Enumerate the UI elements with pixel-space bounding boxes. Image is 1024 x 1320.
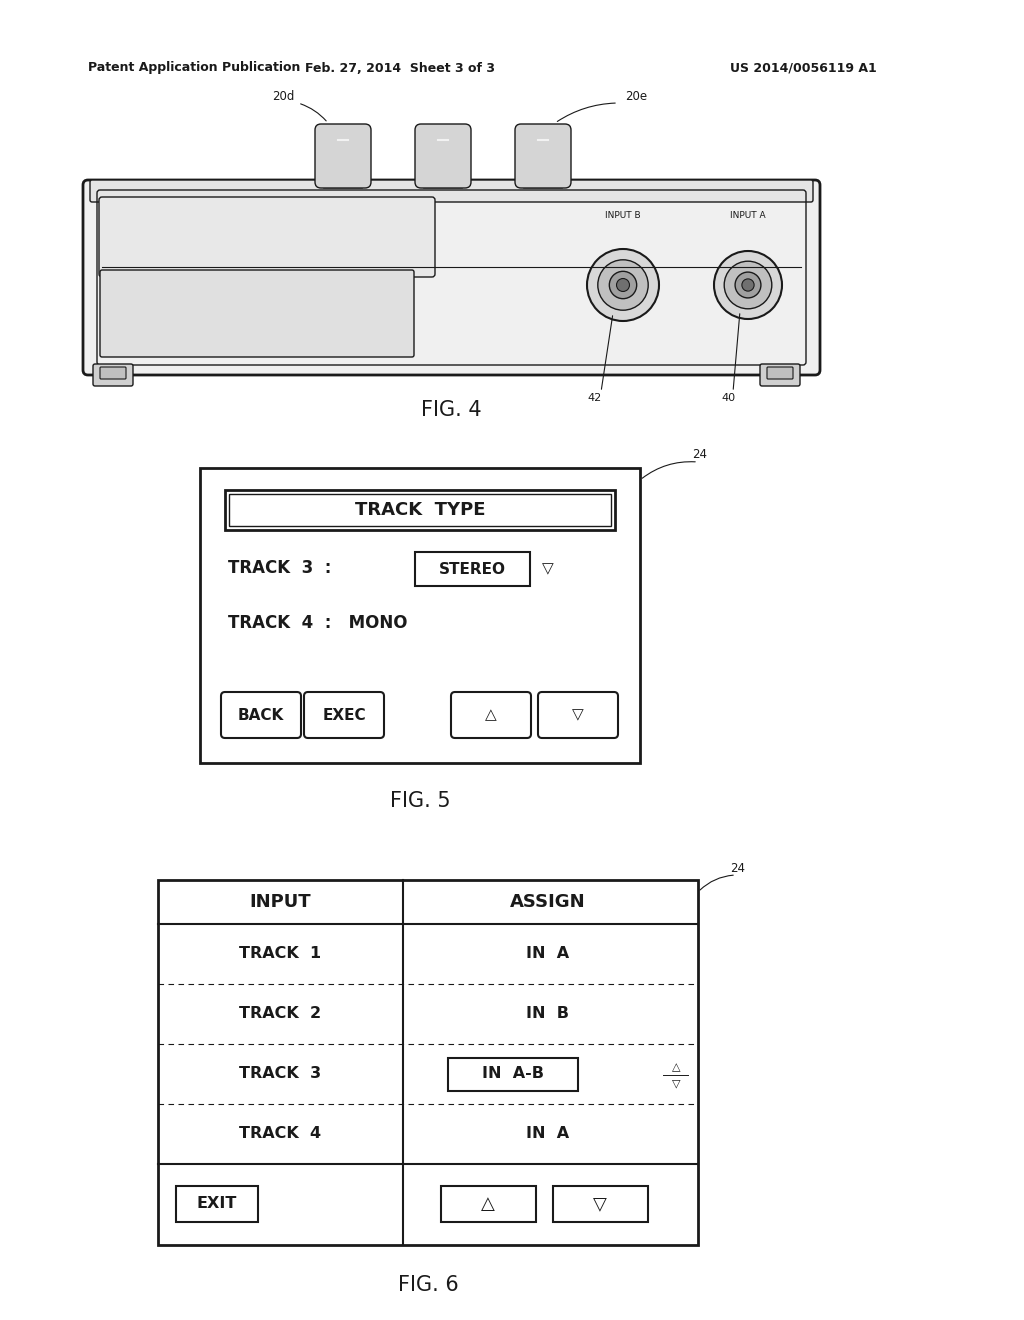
FancyBboxPatch shape (415, 552, 530, 586)
FancyBboxPatch shape (515, 124, 571, 187)
Text: TRACK  3: TRACK 3 (239, 1067, 322, 1081)
Text: FIG. 4: FIG. 4 (421, 400, 481, 420)
FancyBboxPatch shape (99, 197, 435, 277)
Text: Feb. 27, 2014  Sheet 3 of 3: Feb. 27, 2014 Sheet 3 of 3 (305, 62, 495, 74)
FancyBboxPatch shape (176, 1185, 258, 1222)
Circle shape (598, 260, 648, 310)
FancyBboxPatch shape (221, 692, 301, 738)
Text: △: △ (485, 708, 497, 722)
FancyBboxPatch shape (449, 1059, 578, 1092)
Text: 40: 40 (721, 393, 735, 403)
Text: Patent Application Publication: Patent Application Publication (88, 62, 300, 74)
Text: 20d: 20d (271, 91, 294, 103)
Text: ▽: ▽ (672, 1078, 680, 1088)
Text: IN  A: IN A (526, 946, 569, 961)
Text: TRACK  1: TRACK 1 (239, 946, 322, 961)
Text: TRACK  2: TRACK 2 (239, 1006, 322, 1022)
Text: INPUT: INPUT (249, 894, 311, 911)
Circle shape (714, 251, 782, 319)
Text: IN  B: IN B (526, 1006, 569, 1022)
FancyBboxPatch shape (767, 367, 793, 379)
FancyBboxPatch shape (323, 158, 362, 187)
FancyBboxPatch shape (200, 469, 640, 763)
Circle shape (724, 261, 772, 309)
Text: TRACK  3  :: TRACK 3 : (228, 558, 332, 577)
Text: △: △ (672, 1063, 680, 1072)
Circle shape (735, 272, 761, 298)
Text: US 2014/0056119 A1: US 2014/0056119 A1 (730, 62, 877, 74)
Text: FIG. 6: FIG. 6 (397, 1275, 459, 1295)
FancyBboxPatch shape (760, 364, 800, 385)
Circle shape (741, 279, 754, 292)
FancyBboxPatch shape (423, 158, 463, 187)
Text: 24: 24 (692, 449, 708, 462)
Text: BACK: BACK (238, 708, 284, 722)
Text: ▽: ▽ (542, 561, 554, 577)
Circle shape (609, 272, 637, 298)
Text: 42: 42 (588, 393, 602, 403)
Text: ASSIGN: ASSIGN (510, 894, 586, 911)
Text: TRACK  4: TRACK 4 (239, 1126, 322, 1142)
FancyBboxPatch shape (315, 124, 371, 187)
Text: ▽: ▽ (572, 708, 584, 722)
Text: TRACK  4  :   MONO: TRACK 4 : MONO (228, 614, 408, 632)
Text: TRACK  TYPE: TRACK TYPE (354, 502, 485, 519)
FancyBboxPatch shape (451, 692, 531, 738)
FancyBboxPatch shape (100, 367, 126, 379)
FancyBboxPatch shape (83, 180, 820, 375)
Text: 20e: 20e (625, 91, 647, 103)
FancyBboxPatch shape (553, 1185, 648, 1222)
FancyBboxPatch shape (90, 180, 813, 202)
FancyBboxPatch shape (229, 494, 611, 525)
Text: STEREO: STEREO (438, 561, 506, 577)
Text: INPUT A: INPUT A (730, 210, 766, 219)
FancyBboxPatch shape (304, 692, 384, 738)
FancyBboxPatch shape (93, 364, 133, 385)
Text: 24: 24 (730, 862, 745, 874)
Text: INPUT B: INPUT B (605, 210, 641, 219)
Text: IN  A-B: IN A-B (482, 1067, 544, 1081)
FancyBboxPatch shape (523, 158, 563, 187)
FancyBboxPatch shape (441, 1185, 536, 1222)
Circle shape (587, 249, 659, 321)
Circle shape (616, 279, 630, 292)
Text: EXEC: EXEC (323, 708, 366, 722)
Text: EXIT: EXIT (197, 1196, 238, 1212)
FancyBboxPatch shape (538, 692, 618, 738)
FancyBboxPatch shape (158, 880, 698, 1245)
FancyBboxPatch shape (225, 490, 615, 531)
FancyBboxPatch shape (100, 271, 414, 356)
FancyBboxPatch shape (415, 124, 471, 187)
Text: △: △ (481, 1195, 495, 1213)
Text: ▽: ▽ (593, 1195, 607, 1213)
Text: IN  A: IN A (526, 1126, 569, 1142)
Text: FIG. 5: FIG. 5 (390, 791, 451, 810)
